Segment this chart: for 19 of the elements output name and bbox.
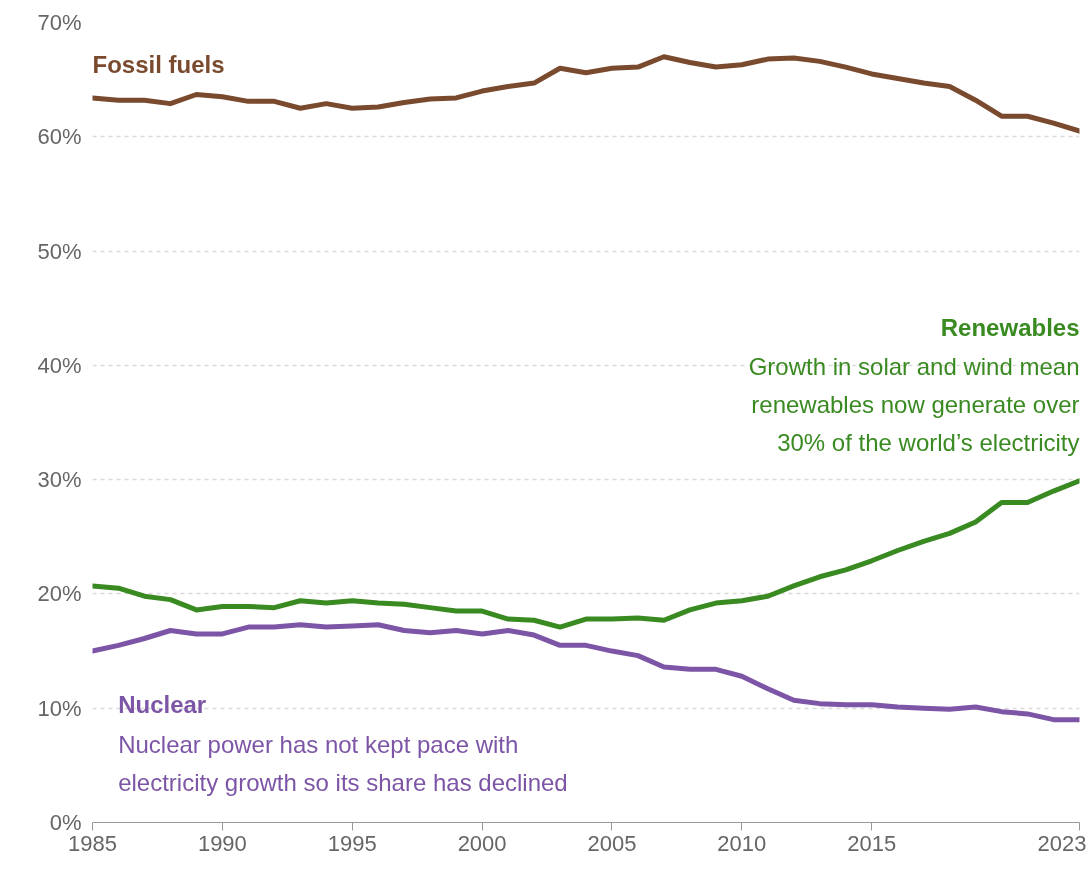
y-tick-label: 10% [37, 695, 82, 721]
series-label: Fossil fuels [92, 50, 225, 78]
text: Renewables [940, 313, 1080, 341]
x-tick-label: 2015 [847, 830, 897, 856]
x-tick-label: 2005 [587, 830, 637, 856]
series-label: Nuclear [118, 691, 207, 719]
annotation: Nuclear power has not kept pace with electricity growth so its share has declined [118, 731, 568, 797]
x-tick-label: 1995 [327, 830, 377, 856]
y-tick-label: 50% [37, 238, 82, 264]
y-tick-label: 60% [37, 124, 82, 150]
y-tick-label: 30% [37, 467, 82, 493]
y-tick-label: 40% [37, 352, 82, 378]
x-tick-label: 2000 [457, 830, 507, 856]
x-tick-label: 2010 [717, 830, 767, 856]
annotation: Growth in solar and wind mean renewables now generate over 30% of the world’s electricity [748, 353, 1080, 456]
x-tick-label: 2023 [1037, 830, 1086, 856]
y-tick-label: 70% [37, 10, 82, 35]
y-tick-label: 20% [37, 581, 82, 607]
x-tick-label: 1990 [197, 830, 247, 856]
